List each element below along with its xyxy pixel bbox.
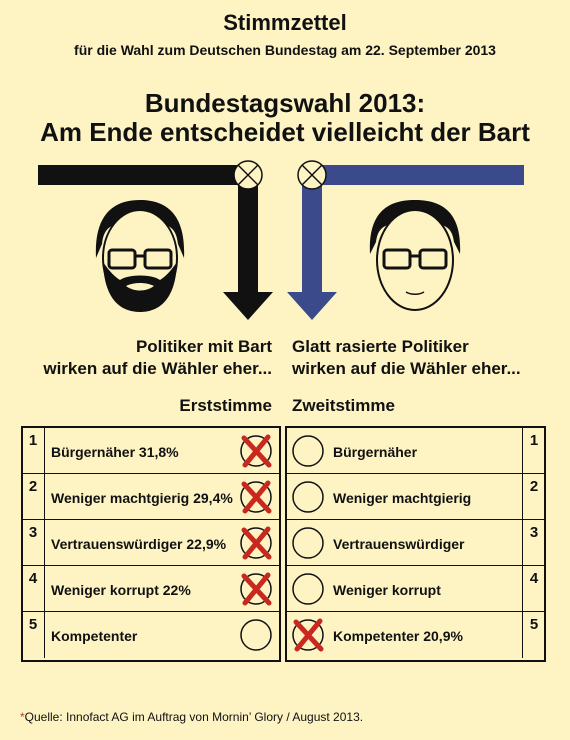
caption-shaved-line-2: wirken auf die Wähler eher... (292, 359, 521, 378)
vote-circle[interactable] (239, 618, 273, 652)
row-number: 5 (28, 616, 38, 633)
ballot-row: 5 Kompetenter 20,9% (287, 612, 544, 658)
row-number-cell (522, 428, 544, 473)
vote-circle[interactable] (291, 434, 325, 468)
option-label: Vertrauenswürdiger (333, 536, 465, 552)
row-number-cell (23, 612, 45, 658)
source-text: Quelle: Innofact AG im Auftrag von Morni… (24, 710, 364, 724)
ballot-row: 4 Weniger korrupt 22% (23, 566, 279, 612)
marked-vote-circle[interactable] (239, 480, 273, 514)
row-number: 2 (28, 478, 38, 495)
row-number-cell (522, 566, 544, 611)
row-number: 5 (529, 616, 539, 633)
row-number-cell (522, 520, 544, 565)
caption-bearded-line-1: Politiker mit Bart (135, 337, 272, 356)
ballot-row: 5 Kompetenter (23, 612, 279, 658)
ballot-title: Stimmzettel (223, 10, 347, 35)
red-cross-icon (242, 572, 271, 606)
option-label: Kompetenter 20,9% (333, 628, 463, 644)
option-label: Vertrauenswürdiger 22,9% (51, 536, 227, 552)
option-label: Bürgernäher 31,8% (51, 444, 179, 460)
red-cross-icon (242, 434, 271, 468)
row-number-cell (23, 474, 45, 519)
bearded-politician-icon (95, 200, 185, 312)
ballot-row: 2 Weniger machtgierig (287, 474, 544, 520)
row-number-cell (23, 428, 45, 473)
row-number: 4 (529, 570, 539, 587)
ballot-row: 1 Bürgernäher (287, 428, 544, 474)
marked-vote-circle[interactable] (291, 618, 325, 652)
ballot-table-right: 1 Bürgernäher 2 Weniger machtgierig 3 Vertrau… (285, 426, 546, 662)
red-cross-icon (294, 618, 323, 652)
marked-vote-circle[interactable] (239, 572, 273, 606)
ballot-row: 2 Weniger machtgierig 29,4% (23, 474, 279, 520)
column-header-erststimme: Erststimme (179, 396, 272, 415)
marked-vote-circle[interactable] (239, 526, 273, 560)
ballot-row: 1 Bürgernäher 31,8% (23, 428, 279, 474)
ballot-cross-icon (233, 160, 263, 190)
option-label: Weniger machtgierig (333, 490, 472, 506)
row-number-cell (23, 520, 45, 565)
ballot-subtitle: für die Wahl zum Deutschen Bundestag am … (74, 42, 496, 58)
right-arrow-icon (287, 165, 524, 320)
row-number: 1 (28, 432, 38, 449)
row-number: 1 (529, 432, 539, 449)
caption-shaved: Glatt rasierte Politiker wirken auf die … (292, 336, 552, 380)
row-number: 2 (529, 478, 539, 495)
option-label: Kompetenter (51, 628, 138, 644)
row-number: 3 (28, 524, 38, 541)
option-label: Bürgernäher (333, 444, 418, 460)
left-arrow-icon (38, 165, 273, 320)
option-label: Weniger korrupt (333, 582, 441, 598)
option-label: Weniger korrupt 22% (51, 582, 191, 598)
ballot-table-left: 1 Bürgernäher 31,8% 2 Weniger machtgierig 2… (21, 426, 281, 662)
row-number: 4 (28, 570, 38, 587)
ballot-row: 4 Weniger korrupt (287, 566, 544, 612)
shaved-politician-icon (369, 200, 461, 311)
caption-bearded-line-2: wirken auf die Wähler eher... (43, 359, 272, 378)
headline-line-1: Bundestagswahl 2013: (144, 88, 426, 118)
red-cross-icon (242, 480, 271, 514)
ballot-cross-icon (297, 160, 327, 190)
row-number-cell (23, 566, 45, 611)
vote-circle[interactable] (291, 480, 325, 514)
headline-line-2: Am Ende entscheidet vielleicht der Bart (40, 117, 530, 147)
row-number: 3 (529, 524, 539, 541)
ballot-row: 3 Vertrauenswürdiger 22,9% (23, 520, 279, 566)
red-cross-icon (242, 526, 271, 560)
caption-bearded: Politiker mit Bart wirken auf die Wähler… (20, 336, 272, 380)
caption-shaved-line-1: Glatt rasierte Politiker (292, 337, 469, 356)
row-number-cell (522, 612, 544, 658)
option-label: Weniger machtgierig 29,4% (51, 490, 233, 506)
ballot-row: 3 Vertrauenswürdiger (287, 520, 544, 566)
vote-circle[interactable] (291, 572, 325, 606)
arrows-graphic (38, 160, 524, 320)
column-header-zweitstimme: Zweitstimme (292, 396, 395, 415)
vote-circle[interactable] (291, 526, 325, 560)
marked-vote-circle[interactable] (239, 434, 273, 468)
row-number-cell (522, 474, 544, 519)
source-note: *Quelle: Innofact AG im Auftrag von Morn… (20, 710, 363, 724)
source-asterisk: * (20, 710, 25, 724)
